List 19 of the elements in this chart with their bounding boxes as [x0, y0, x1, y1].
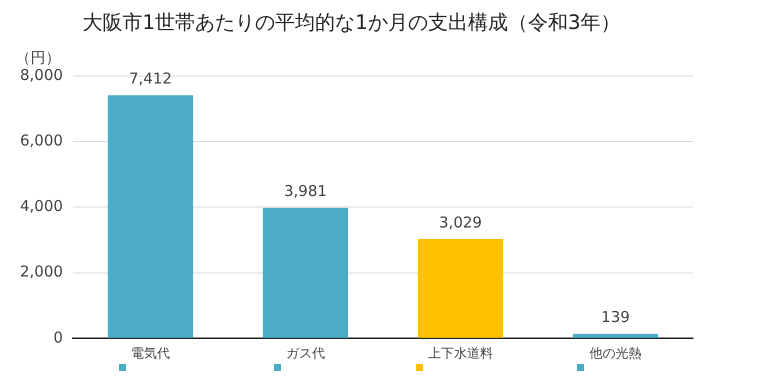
- chart-title: 大阪市1世帯あたりの平均的な1か月の支出構成（令和3年）: [82, 10, 621, 34]
- bar: [572, 334, 658, 338]
- x-tick-label: 他の光熱: [589, 346, 642, 362]
- y-tick-label: 6,000: [20, 131, 63, 150]
- bar: [108, 95, 194, 338]
- data-label: 7,412: [128, 70, 172, 88]
- data-label: 3,981: [284, 182, 327, 200]
- data-label: 139: [601, 308, 630, 326]
- x-tick-label: ガス代: [286, 346, 325, 362]
- bar: [262, 208, 348, 338]
- y-tick-label: 4,000: [20, 197, 63, 216]
- y-tick-label: 8,000: [20, 66, 63, 84]
- x-tick-label: 上下水道料: [428, 346, 493, 362]
- x-tick-label: 電気代: [130, 346, 170, 362]
- data-label: 3,029: [439, 213, 482, 232]
- y-tick-label: 2,000: [20, 262, 63, 281]
- y-tick-label: 0: [53, 328, 63, 346]
- bar: [418, 239, 504, 338]
- y-axis-title: （円）: [16, 48, 60, 66]
